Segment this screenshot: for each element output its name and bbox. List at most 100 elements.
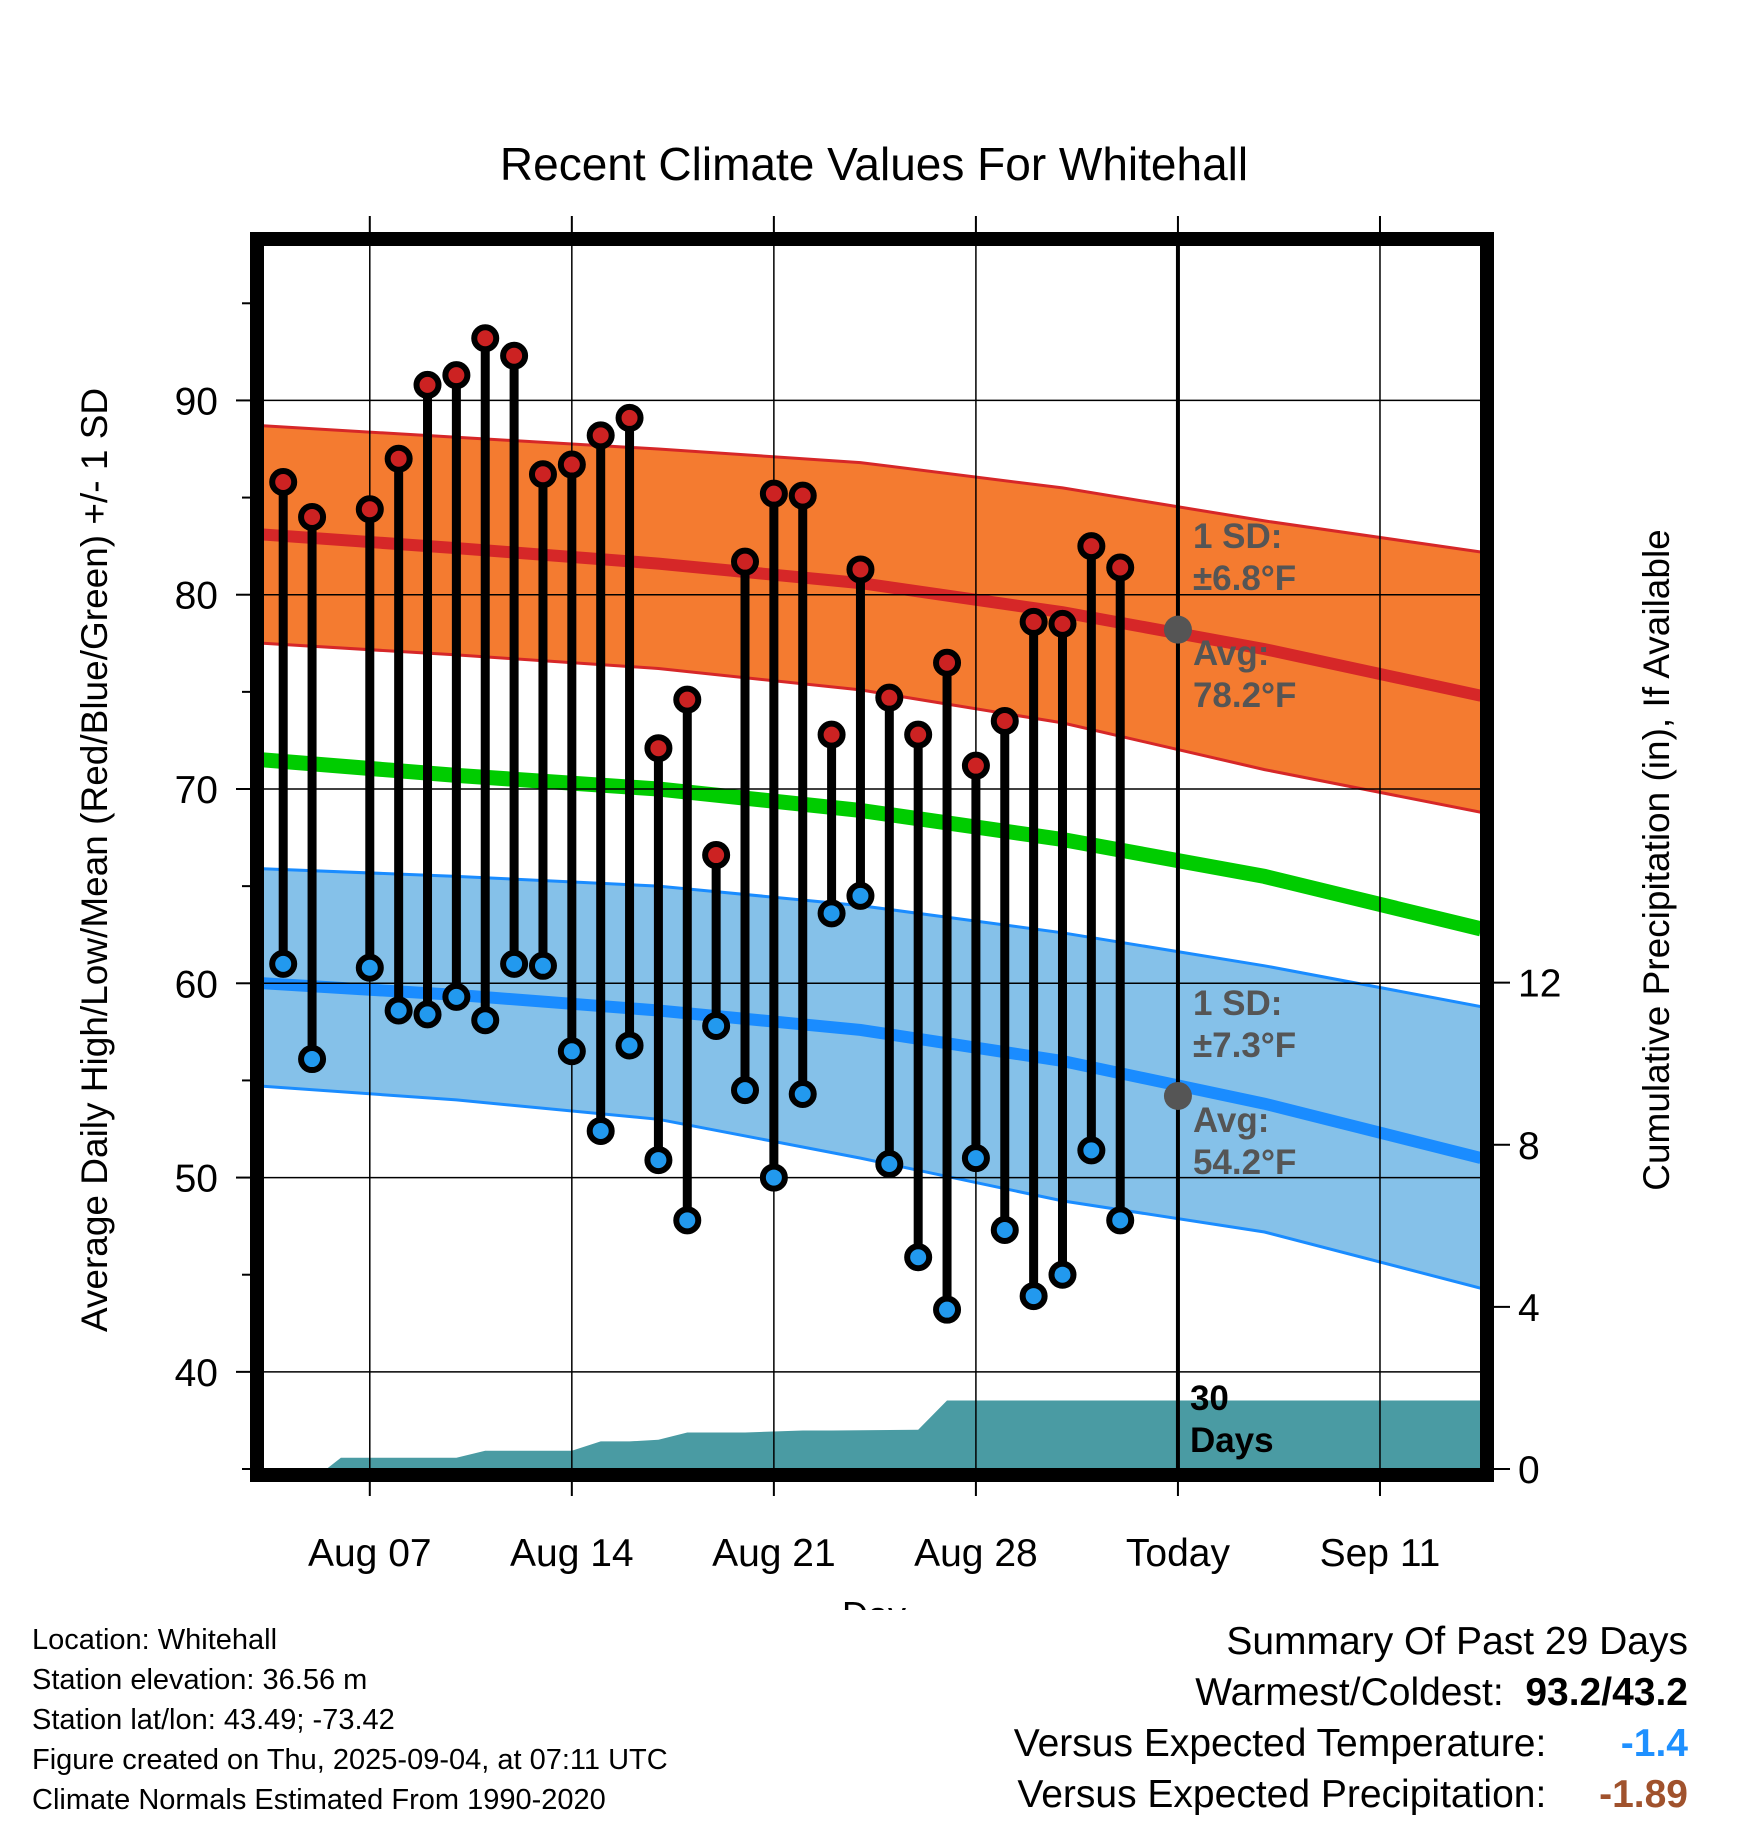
daily-high-point <box>269 468 298 497</box>
daily-high-point <box>355 495 384 524</box>
daily-high-point <box>673 685 702 714</box>
daily-low-point <box>1106 1206 1135 1235</box>
daily-high-point <box>1077 532 1106 561</box>
y-tick-label: 60 <box>175 963 218 1006</box>
low-sd-band <box>263 868 1481 1289</box>
temp-label: Versus Expected Temperature: <box>1013 1722 1547 1765</box>
daily-high-point <box>644 734 673 763</box>
daily-high-point <box>759 479 788 508</box>
daily-low-point <box>442 982 471 1011</box>
daily-high-point <box>586 421 615 450</box>
daily-low-point <box>673 1206 702 1235</box>
daily-low-point <box>615 1031 644 1060</box>
daily-high-point <box>471 324 500 353</box>
daily-low-point <box>1077 1136 1106 1165</box>
daily-low-point <box>644 1146 673 1175</box>
daily-low-point <box>731 1076 760 1105</box>
station-info: Location: Whitehall Station elevation: 3… <box>32 1620 668 1820</box>
daily-high-point <box>500 341 529 370</box>
daily-high-point <box>528 460 557 489</box>
chart-title: Recent Climate Values For Whitehall <box>500 138 1248 190</box>
high-avg-value: 78.2°F <box>1193 676 1297 715</box>
daily-high-point <box>298 503 327 531</box>
daily-high-point <box>557 450 586 479</box>
daily-low-point <box>759 1163 788 1192</box>
daily-low-point <box>875 1149 904 1178</box>
precip-days-label-1: 30 <box>1190 1379 1229 1418</box>
summary-title: Summary Of Past 29 Days <box>1226 1620 1688 1663</box>
daily-low-point <box>586 1116 615 1145</box>
y-right-tick-label: 4 <box>1518 1287 1540 1330</box>
daily-low-point <box>788 1080 817 1109</box>
daily-high-point <box>442 361 471 390</box>
y-tick-label: 80 <box>175 575 218 618</box>
x-tick-label: Aug 07 <box>308 1532 432 1575</box>
daily-high-point <box>788 481 817 510</box>
daily-high-point <box>384 444 413 473</box>
daily-low-point <box>557 1037 586 1066</box>
climate-chart: Recent Climate Values For Whitehall 1 SD… <box>74 138 1677 1610</box>
daily-low-point <box>846 881 875 910</box>
daily-high-point <box>933 648 962 677</box>
daily-low-point <box>355 953 384 982</box>
daily-high-point <box>904 720 933 749</box>
y-tick-label: 70 <box>175 769 218 812</box>
daily-high-point <box>615 403 644 432</box>
warmest-value: 93.2/43.2 <box>1525 1671 1688 1714</box>
daily-high-point <box>875 683 904 712</box>
y-right-tick-label: 12 <box>1518 963 1561 1006</box>
today-low-avg-marker <box>1163 1081 1192 1110</box>
y-axis-label: Average Daily High/Low/Mean (Red/Blue/Gr… <box>74 388 115 1332</box>
summary-precip-row: Versus Expected Precipitation: -1.89 <box>1014 1769 1688 1820</box>
daily-high-point <box>846 555 875 584</box>
summary-panel: Summary Of Past 29 Days Warmest/Coldest:… <box>1014 1616 1688 1820</box>
y-tick-label: 40 <box>175 1352 218 1395</box>
station-elevation: Station elevation: 36.56 m <box>32 1664 368 1696</box>
daily-low-point <box>298 1045 327 1074</box>
y-axis-label-right: Cumulative Precipitation (in), If Availa… <box>1636 529 1677 1191</box>
daily-low-point <box>1048 1260 1077 1289</box>
daily-high-point <box>702 841 731 870</box>
x-tick-label: Aug 14 <box>510 1532 634 1575</box>
daily-high-point <box>731 547 760 576</box>
y-tick-label: 90 <box>175 380 218 423</box>
daily-low-point <box>961 1144 990 1173</box>
daily-low-point <box>990 1216 1019 1245</box>
x-tick-label: Aug 21 <box>712 1532 836 1575</box>
daily-low-point <box>528 951 557 980</box>
daily-low-point <box>817 899 846 928</box>
daily-high-point <box>961 751 990 780</box>
precip-label: Versus Expected Precipitation: <box>1017 1773 1547 1816</box>
low-avg-value: 54.2°F <box>1193 1143 1297 1182</box>
daily-low-point <box>384 996 413 1025</box>
warmest-label: Warmest/Coldest: <box>1195 1671 1504 1714</box>
daily-low-point <box>413 1000 442 1029</box>
daily-low-point <box>500 949 529 978</box>
low-sd-lower-line <box>263 1084 1481 1290</box>
figure-created: Figure created on Thu, 2025-09-04, at 07… <box>32 1744 668 1776</box>
x-tick-label: Today <box>1126 1532 1231 1575</box>
daily-high-point <box>817 720 846 749</box>
precip-days-label-2: Days <box>1190 1421 1274 1460</box>
low-sd-annotation: 1 SD: <box>1193 984 1282 1023</box>
high-sd-band <box>263 425 1481 813</box>
x-tick-label: Aug 28 <box>914 1532 1038 1575</box>
summary-temp-row: Versus Expected Temperature: -1.4 <box>1014 1718 1688 1769</box>
x-tick-label: Sep 11 <box>1320 1532 1441 1575</box>
y-tick-label: 50 <box>175 1158 218 1201</box>
daily-high-point <box>413 370 442 399</box>
daily-low-point <box>933 1295 962 1324</box>
station-location: Location: Whitehall <box>32 1624 278 1656</box>
daily-high-point <box>990 707 1019 735</box>
daily-low-point <box>904 1243 933 1272</box>
y-right-tick-label: 8 <box>1518 1125 1540 1168</box>
daily-high-point <box>1048 609 1077 638</box>
daily-low-point <box>702 1012 731 1041</box>
daily-low-point <box>1019 1282 1048 1311</box>
climate-normals-note: Climate Normals Estimated From 1990-2020 <box>32 1784 606 1816</box>
precipitation-area <box>326 1400 1481 1469</box>
x-axis-label: Day <box>842 1594 906 1610</box>
low-avg-annotation: Avg: <box>1193 1101 1269 1140</box>
plot-frame <box>250 232 1494 1482</box>
temp-value: -1.4 <box>1620 1722 1688 1765</box>
